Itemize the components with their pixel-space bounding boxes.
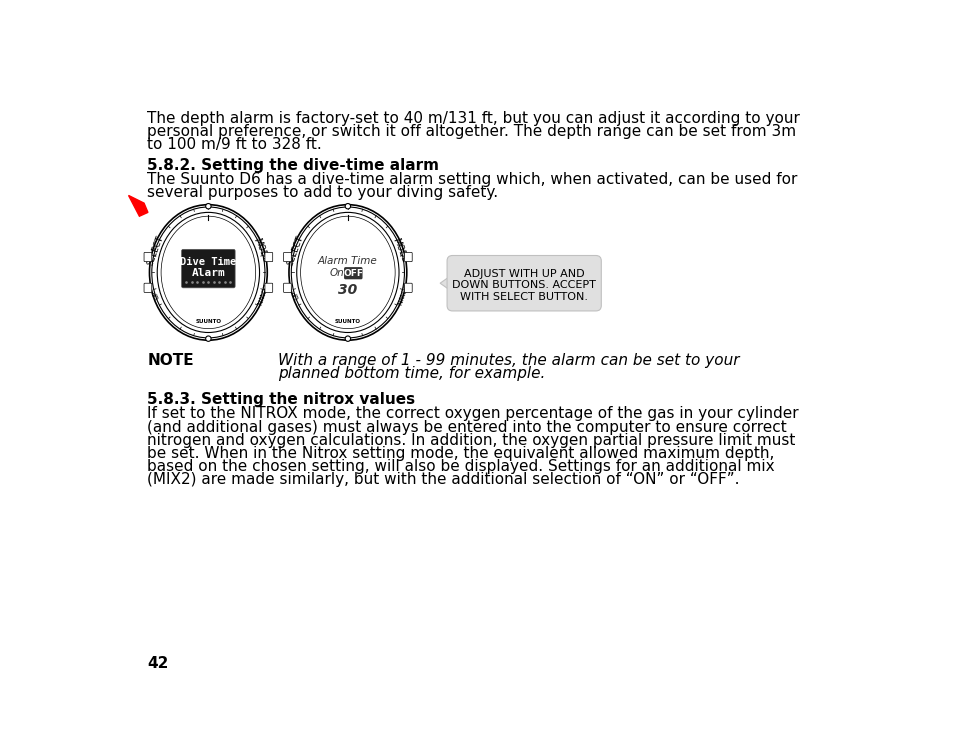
Text: 5.8.2. Setting the dive-time alarm: 5.8.2. Setting the dive-time alarm [147, 158, 438, 172]
Text: Alarm Time: Alarm Time [317, 256, 377, 265]
FancyBboxPatch shape [344, 268, 361, 279]
FancyBboxPatch shape [447, 256, 600, 311]
FancyBboxPatch shape [144, 284, 152, 293]
Text: MODE: MODE [252, 237, 269, 264]
Circle shape [345, 203, 350, 209]
Ellipse shape [296, 212, 398, 333]
Polygon shape [439, 274, 453, 293]
Text: If set to the NITROX mode, the correct oxygen percentage of the gas in your cyli: If set to the NITROX mode, the correct o… [147, 407, 798, 421]
Text: DOWN: DOWN [253, 283, 267, 306]
Text: (MIX2) are made similarly, but with the additional selection of “ON” or “OFF”.: (MIX2) are made similarly, but with the … [147, 472, 739, 487]
Text: SUUNTO: SUUNTO [195, 319, 221, 324]
FancyBboxPatch shape [144, 253, 152, 262]
Text: SUUNTO: SUUNTO [335, 319, 360, 324]
Text: SELECT: SELECT [286, 234, 305, 267]
FancyBboxPatch shape [404, 253, 412, 262]
FancyBboxPatch shape [265, 253, 273, 262]
Text: OFF: OFF [343, 268, 363, 277]
Text: UP: UP [291, 290, 299, 300]
FancyBboxPatch shape [181, 249, 234, 288]
Ellipse shape [300, 216, 395, 329]
Text: nitrogen and oxygen calculations. In addition, the oxygen partial pressure limit: nitrogen and oxygen calculations. In add… [147, 432, 795, 448]
Circle shape [345, 336, 350, 342]
Text: ADJUST WITH UP AND
DOWN BUTTONS. ACCEPT
WITH SELECT BUTTON.: ADJUST WITH UP AND DOWN BUTTONS. ACCEPT … [452, 268, 596, 302]
Polygon shape [129, 196, 148, 216]
Text: MODE: MODE [392, 237, 409, 264]
Text: NOTE: NOTE [147, 353, 193, 368]
Text: 30: 30 [338, 284, 357, 297]
Text: (and additional gases) must always be entered into the computer to ensure correc: (and additional gases) must always be en… [147, 420, 786, 435]
Text: be set. When in the Nitrox setting mode, the equivalent allowed maximum depth,: be set. When in the Nitrox setting mode,… [147, 446, 774, 460]
Text: to 100 m/9 ft to 328 ft.: to 100 m/9 ft to 328 ft. [147, 137, 321, 152]
Ellipse shape [150, 205, 267, 340]
Text: Dive Time: Dive Time [180, 257, 236, 267]
Text: 42: 42 [147, 656, 169, 671]
Text: 5.8.3. Setting the nitrox values: 5.8.3. Setting the nitrox values [147, 392, 415, 407]
FancyBboxPatch shape [265, 284, 273, 293]
FancyBboxPatch shape [404, 284, 412, 293]
Text: The Suunto D6 has a dive-time alarm setting which, when activated, can be used f: The Suunto D6 has a dive-time alarm sett… [147, 172, 797, 187]
Text: several purposes to add to your diving safety.: several purposes to add to your diving s… [147, 185, 497, 200]
Ellipse shape [161, 216, 255, 329]
FancyBboxPatch shape [283, 253, 291, 262]
Ellipse shape [157, 212, 259, 333]
Text: DOWN: DOWN [394, 283, 407, 306]
Ellipse shape [289, 205, 406, 340]
Text: based on the chosen setting, will also be displayed. Settings for an additional : based on the chosen setting, will also b… [147, 459, 774, 474]
Text: The depth alarm is factory-set to 40 m/131 ft, but you can adjust it according t: The depth alarm is factory-set to 40 m/1… [147, 110, 800, 125]
Text: Alarm: Alarm [192, 268, 225, 277]
Text: SELECT: SELECT [146, 234, 165, 267]
Text: personal preference, or switch it off altogether. The depth range can be set fro: personal preference, or switch it off al… [147, 124, 796, 139]
Text: On: On [330, 268, 344, 277]
Text: planned bottom time, for example.: planned bottom time, for example. [278, 367, 545, 381]
Text: With a range of 1 - 99 minutes, the alarm can be set to your: With a range of 1 - 99 minutes, the alar… [278, 353, 739, 368]
Circle shape [206, 336, 211, 342]
FancyBboxPatch shape [283, 284, 291, 293]
Circle shape [206, 203, 211, 209]
Text: UP: UP [152, 290, 160, 300]
